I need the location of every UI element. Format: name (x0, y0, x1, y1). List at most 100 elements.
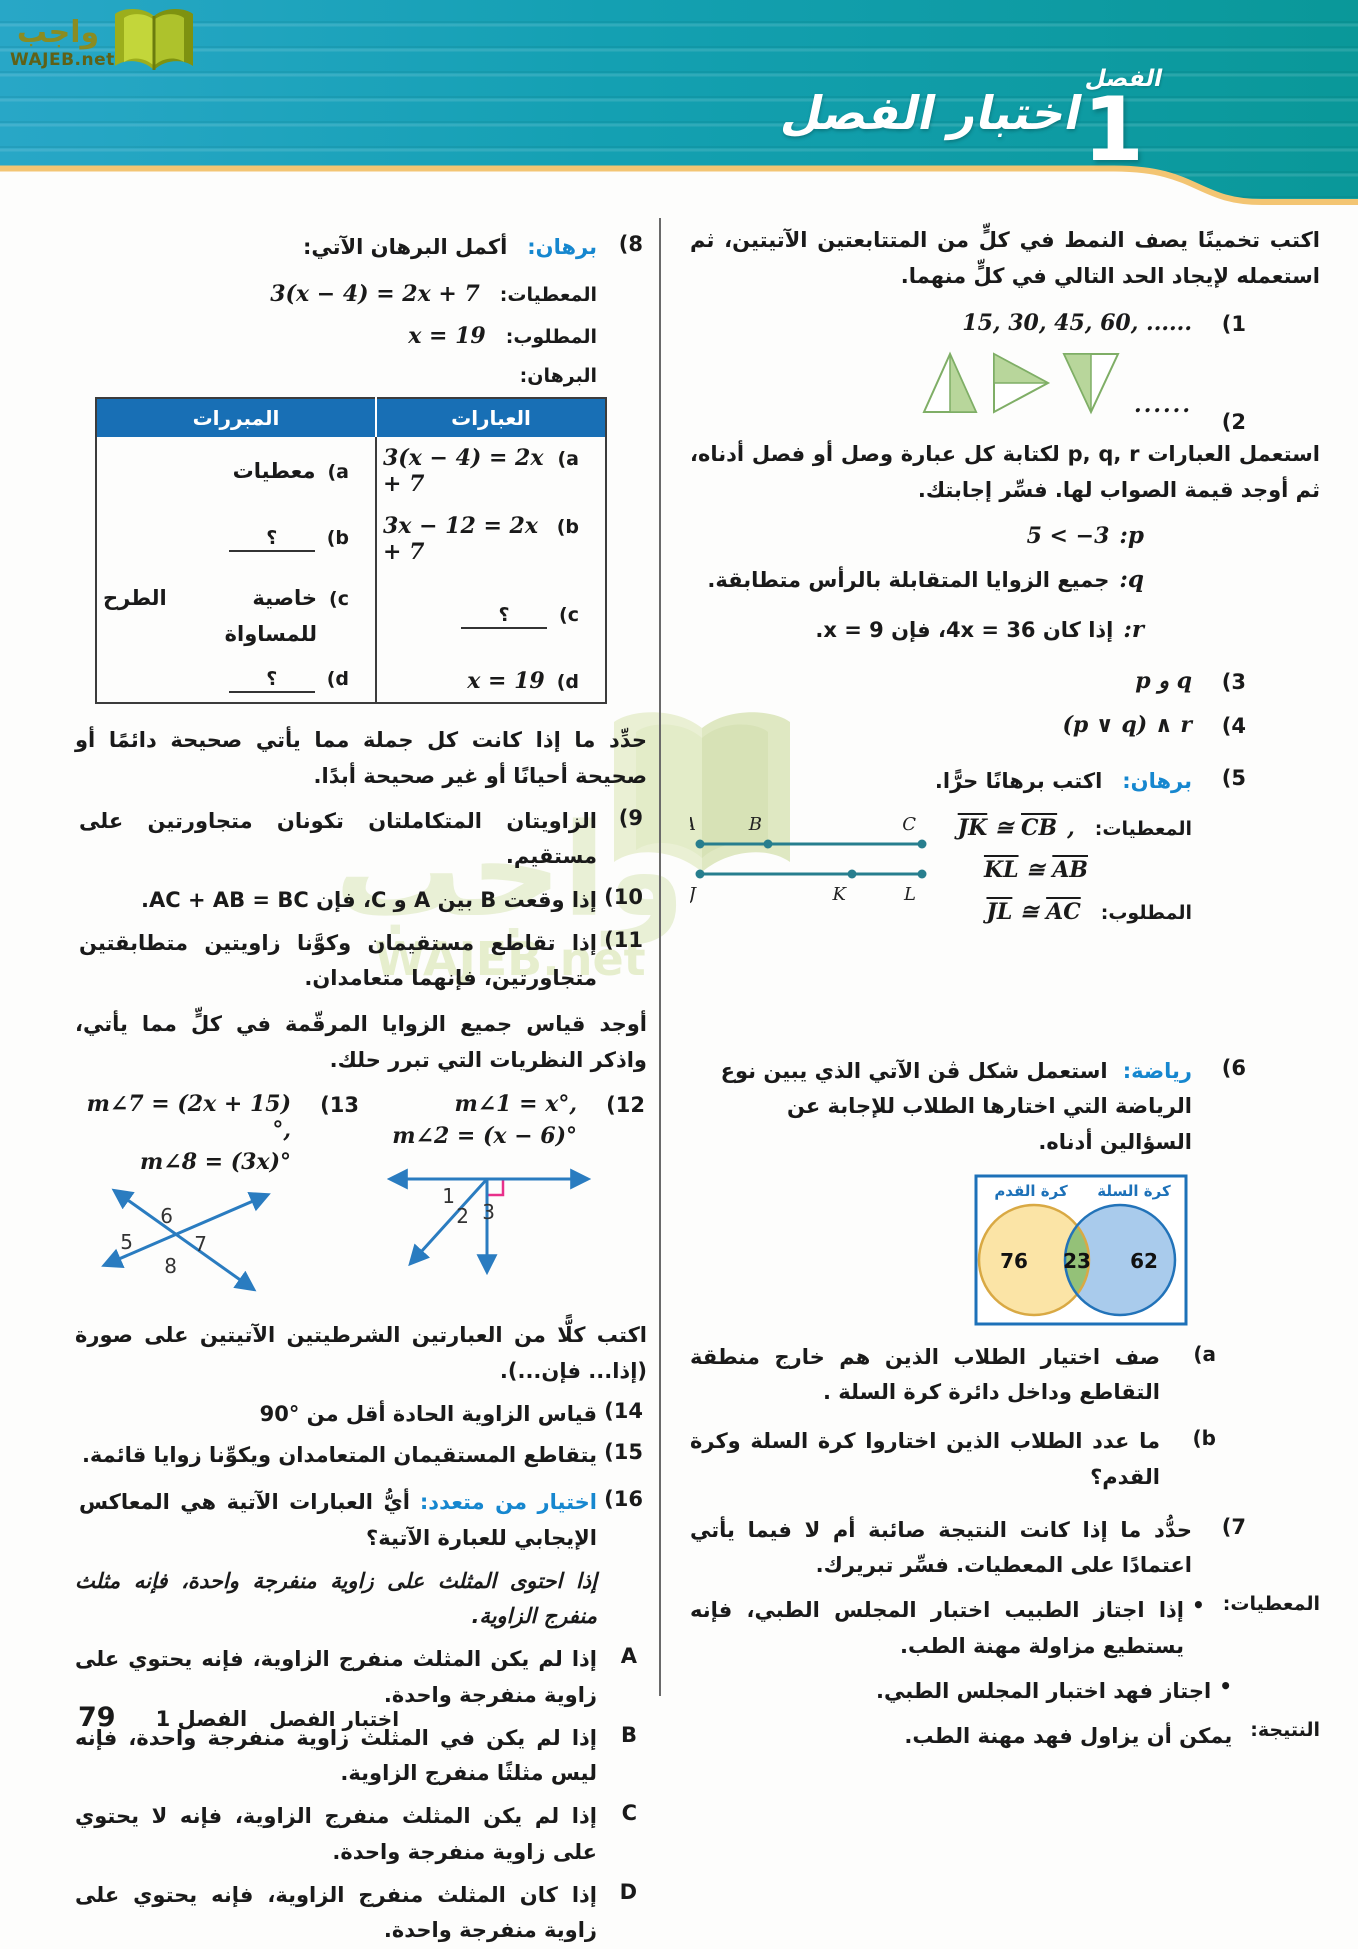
q7-given: المعطيات: • إذا اجتاز الطبيب اختبار المج… (690, 1593, 1320, 1664)
question-number: (4 (1221, 713, 1246, 738)
venn-left-value: 76 (1000, 1249, 1028, 1273)
venn-diagram: كرة القدم كرة السلة 76 23 62 (690, 1174, 1188, 1330)
content-column-left: (8 برهان: أكمل البرهان الآتي: المعطيات: … (75, 230, 647, 1942)
question-6: (6 رياضة: استعمل شكل ڤن الآتي الذي يبين … (690, 1054, 1320, 1160)
page-title: اختبار الفصل (777, 86, 1088, 140)
question-12: (12 m∠1 = x°, m∠2 = (x − 6)° 1 2 3 (361, 1091, 647, 1309)
question-number: (5 (1221, 765, 1246, 790)
choice-letter: A (620, 1644, 637, 1669)
pattern-triangles-icon (922, 351, 1120, 415)
table-row: (a 3(x − 4) = 2x + 7 (a معطيات (96, 437, 606, 506)
row-mark: (b (556, 516, 579, 539)
question-number: (8 (618, 232, 643, 256)
prove-label: المطلوب: (505, 326, 597, 349)
choice-text: إذا لم يكن المثلث منفرج الزاوية، فإنه يح… (75, 1647, 597, 1707)
angle-label: 3 (482, 1200, 495, 1224)
reason-cell: معطيات (232, 458, 316, 483)
q7-given-2: • اجتاز فهد اختبار المجلس الطبي. (690, 1674, 1232, 1709)
def-label: p: (1119, 522, 1144, 550)
blank-slot: ؟ (461, 604, 548, 629)
question-4: (4 (p ∨ q) ∧ r (690, 712, 1320, 738)
table-row: (c ؟ (c خاصية الطرح للمساواة (96, 573, 606, 660)
given-line: المعطيات: 3(x − 4) = 2x + 7 (79, 281, 597, 307)
choice-text: إذا لم يكن في المثلث زاوية منفرجة واحدة،… (75, 1725, 597, 1786)
angle-diagram-intersecting: 6 5 7 8 (101, 1188, 271, 1291)
intro-paragraph: اكتب كلًّا من العبارتين الشرطيتين الآتيت… (75, 1322, 647, 1383)
prove-line: المطلوب: x = 19 (79, 323, 597, 349)
angle-label: 5 (120, 1230, 133, 1254)
question-number: (6 (1221, 1055, 1246, 1080)
question-text: حدُّد ما إذا كانت النتيجة صائبة أم لا في… (690, 1517, 1192, 1578)
proof-tag: برهان: (527, 235, 597, 259)
question-2: (2 ...... (690, 350, 1320, 434)
statement-def-q: q: جميع الزوايا المتقابلة بالرأس متطابقة… (690, 563, 1144, 598)
question-5: (5 برهان: اكتب برهانًا حرًّا. المعطيات: … (690, 764, 1320, 1032)
bullet-icon: • (1192, 1593, 1205, 1618)
def-math: 5 < −3 (1026, 523, 1110, 550)
angle-equation: m∠2 = (x − 6)° (392, 1122, 577, 1149)
proof-tag: برهان: (1122, 768, 1192, 793)
logic-expression: (p ∨ q) ∧ r (1062, 711, 1192, 738)
question-text: إذا وقعت ⁦B⁩ بين ⁦A⁩ و ⁦C⁩، فإن ⁦AC + AB… (141, 887, 597, 912)
question-text: يتقاطع المستقيمان المتعامدان ويكوِّنا زو… (81, 1443, 597, 1468)
choice-text: إذا كان المثلث منفرج الزاوية، فإنه يحتوي… (75, 1882, 597, 1943)
angle-label: 2 (456, 1204, 469, 1228)
question-9: (9 الزاويتان المتكاملتان تكونان متجاورتي… (79, 804, 647, 875)
given-equation: 3(x − 4) = 2x + 7 (270, 281, 480, 308)
reason-cell: خاصية الطرح للمساواة (103, 586, 318, 646)
blank-slot: ؟ (228, 668, 315, 694)
question-number: (10 (604, 884, 643, 909)
question-text: إذا تقاطع مستقيمان وكوَّنا زاويتين متطاب… (79, 930, 597, 991)
question-text: قياس الزاوية الحادة أقل من ⁦90°⁩ (259, 1401, 597, 1426)
row-mark: (b (326, 526, 349, 549)
multiple-choice-tag: اختيار من متعدد: (419, 1490, 597, 1515)
footer-chapter: الفصل 1 (155, 1707, 248, 1731)
watermark-site: WAJEB.net (374, 932, 646, 986)
question-14: (14 قياس الزاوية الحادة أقل من ⁦90°⁩ (79, 1397, 647, 1432)
logo-book-icon (115, 9, 193, 70)
question-15: (15 يتقاطع المستقيمان المتعامدان ويكوِّن… (79, 1438, 647, 1473)
question-number: (a (1193, 1341, 1216, 1366)
number-sequence: 15, 30, 45, 60, ...... (962, 310, 1192, 337)
choice-d: D إذا كان المثلث منفرج الزاوية، فإنه يحت… (75, 1878, 647, 1949)
row-mark: (c (329, 588, 349, 611)
question-number: (13 (320, 1092, 359, 1117)
watermark-book-icon (614, 712, 790, 872)
blank-slot: ؟ (228, 527, 315, 552)
given-statement: اجتاز فهد اختبار المجلس الطبي. (875, 1678, 1212, 1703)
question-number: (14 (604, 1398, 643, 1423)
question-text: استعمل شكل ڤن الآتي الذي يبين نوع الرياض… (720, 1058, 1192, 1154)
given-label: المعطيات: (1094, 818, 1192, 841)
angle-equation: m∠7 = (2x + 15)°, (86, 1090, 291, 1143)
point-label: L (903, 884, 916, 905)
intro-paragraph: اكتب تخمينًا يصف النمط في كلٍّ من المتتا… (690, 228, 1320, 289)
segment-relation: JK ≅ CB (957, 815, 1058, 842)
question-1: (1 15, 30, 45, 60, ...... (690, 310, 1320, 336)
row-mark: (a (327, 460, 349, 483)
row-mark: (a (557, 448, 579, 471)
question-number: (1 (1221, 312, 1246, 337)
question-text: الزاويتان المتكاملتان تكونان متجاورتين ع… (79, 809, 597, 869)
venn-right-value: 62 (1130, 1249, 1158, 1273)
logo-site: WAJEB.net (10, 50, 115, 70)
statement-cell: x = 19 (467, 667, 545, 694)
question-13: (13 m∠7 = (2x + 15)°, m∠8 = (3x)° 6 5 7 … (75, 1091, 361, 1309)
question-3: (3 q و p (690, 668, 1320, 694)
table-header-reasons: المبررات (96, 398, 376, 438)
question-number: (b (1192, 1426, 1216, 1451)
question-number: (15 (604, 1440, 643, 1465)
result-label: النتيجة: (1250, 1719, 1320, 1742)
question-text: اكتب برهانًا حرًّا. (934, 768, 1103, 793)
choice-letter: C (621, 1801, 637, 1826)
def-label: r: (1123, 615, 1144, 643)
footer-section: اختبار الفصل (269, 1707, 400, 1731)
segments-diagram: A B C J K L (690, 814, 927, 905)
angle-equation: m∠1 = x°, (454, 1090, 577, 1117)
point-label: A (690, 814, 696, 835)
question-6a: (a صف اختيار الطلاب الذين هم خارج منطقة … (690, 1340, 1320, 1411)
angle-equation: m∠8 = (3x)° (139, 1148, 291, 1175)
angle-label: 8 (164, 1254, 177, 1278)
column-divider (659, 218, 661, 1696)
question-number: (11 (604, 927, 643, 952)
proof-label: البرهان: (519, 365, 597, 388)
